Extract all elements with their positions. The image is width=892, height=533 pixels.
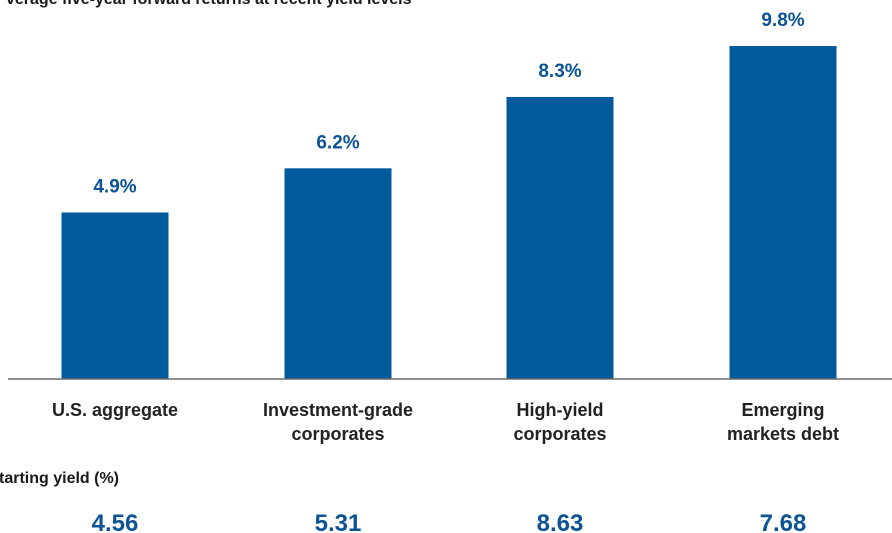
bar-1	[61, 212, 169, 379]
starting-yield-value: 5.31	[315, 510, 362, 533]
category-label: High-yield	[516, 400, 603, 420]
bar-value-label: 8.3%	[538, 61, 581, 82]
category-label: corporates	[291, 424, 384, 444]
bar-value-label: 6.2%	[316, 132, 359, 153]
bar-3	[506, 96, 614, 379]
bar-2	[284, 168, 392, 379]
chart-title: verage five-year forward returns at rece…	[6, 0, 412, 8]
category-label: Emerging	[741, 400, 824, 420]
bar-value-label: 4.9%	[93, 177, 136, 198]
category-label: Investment-grade	[263, 400, 413, 420]
category-label: U.S. aggregate	[52, 400, 178, 420]
category-label: markets debt	[727, 424, 839, 444]
starting-yield-value: 8.63	[537, 510, 584, 533]
category-label: corporates	[513, 424, 606, 444]
category-labels: U.S. aggregate Investment-grade corporates…	[52, 400, 839, 444]
starting-yield-values: 4.56 5.31 8.63 7.68	[92, 510, 807, 533]
starting-yield-header: tarting yield (%)	[0, 470, 119, 487]
starting-yield-value: 7.68	[760, 510, 807, 533]
starting-yield-value: 4.56	[92, 510, 139, 533]
bars-layer: 4.9% 6.2% 8.3% 9.8%	[61, 10, 837, 379]
bar-4	[729, 46, 837, 379]
bar-value-label: 9.8%	[761, 10, 804, 31]
